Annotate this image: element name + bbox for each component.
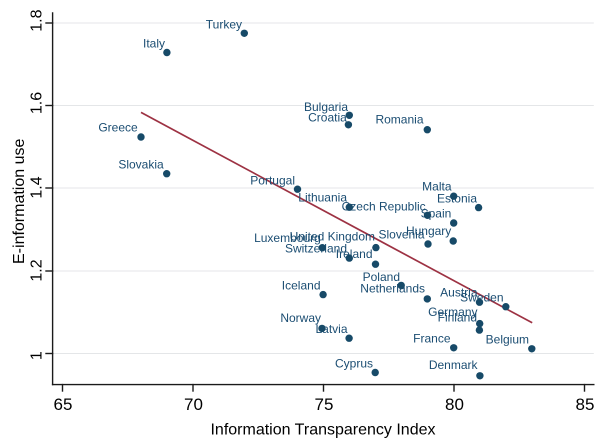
svg-text:Luxembourg: Luxembourg: [254, 231, 321, 245]
svg-text:Portugal: Portugal: [250, 174, 295, 188]
svg-text:Sweden: Sweden: [460, 291, 503, 305]
svg-text:Italy: Italy: [143, 37, 165, 51]
svg-text:1: 1: [29, 351, 46, 360]
svg-text:Iceland: Iceland: [282, 278, 321, 292]
svg-text:Information Transparency Index: Information Transparency Index: [210, 422, 435, 439]
svg-text:Norway: Norway: [280, 311, 321, 325]
svg-text:85: 85: [576, 395, 595, 414]
svg-text:1.4: 1.4: [29, 176, 46, 198]
svg-text:Romania: Romania: [375, 113, 423, 127]
svg-text:1.6: 1.6: [29, 92, 46, 114]
svg-text:1.2: 1.2: [29, 259, 46, 281]
svg-text:Bulgaria: Bulgaria: [304, 100, 348, 114]
svg-text:Austria: Austria: [440, 286, 478, 300]
svg-text:Croatia: Croatia: [308, 111, 347, 125]
svg-text:Netherlands: Netherlands: [360, 281, 425, 295]
svg-text:Slovenia: Slovenia: [378, 228, 424, 242]
svg-text:75: 75: [315, 395, 334, 414]
svg-text:Turkey: Turkey: [206, 18, 242, 32]
svg-text:E-information use: E-information use: [11, 139, 28, 264]
svg-text:65: 65: [54, 395, 73, 414]
svg-text:Malta: Malta: [422, 180, 452, 194]
svg-text:United Kingdom: United Kingdom: [290, 230, 375, 244]
svg-text:Slovakia: Slovakia: [118, 158, 164, 172]
svg-text:Switzerland: Switzerland: [285, 241, 347, 255]
svg-text:Belgium: Belgium: [486, 333, 529, 347]
svg-text:1.8: 1.8: [29, 9, 46, 31]
svg-text:Ireland: Ireland: [336, 247, 373, 261]
svg-text:Finland: Finland: [438, 310, 477, 324]
svg-text:Greece: Greece: [98, 121, 138, 135]
svg-text:Poland: Poland: [363, 270, 400, 284]
svg-text:Czech Republic: Czech Republic: [342, 200, 426, 214]
svg-text:Lithuania: Lithuania: [298, 190, 347, 204]
svg-text:France: France: [413, 332, 451, 346]
svg-text:Estonia: Estonia: [437, 192, 477, 206]
svg-text:Cyprus: Cyprus: [335, 357, 373, 371]
svg-text:Germany: Germany: [428, 305, 477, 319]
svg-text:80: 80: [445, 395, 464, 414]
svg-text:70: 70: [184, 395, 203, 414]
svg-text:Denmark: Denmark: [429, 358, 479, 372]
svg-text:Hungary: Hungary: [406, 224, 451, 238]
